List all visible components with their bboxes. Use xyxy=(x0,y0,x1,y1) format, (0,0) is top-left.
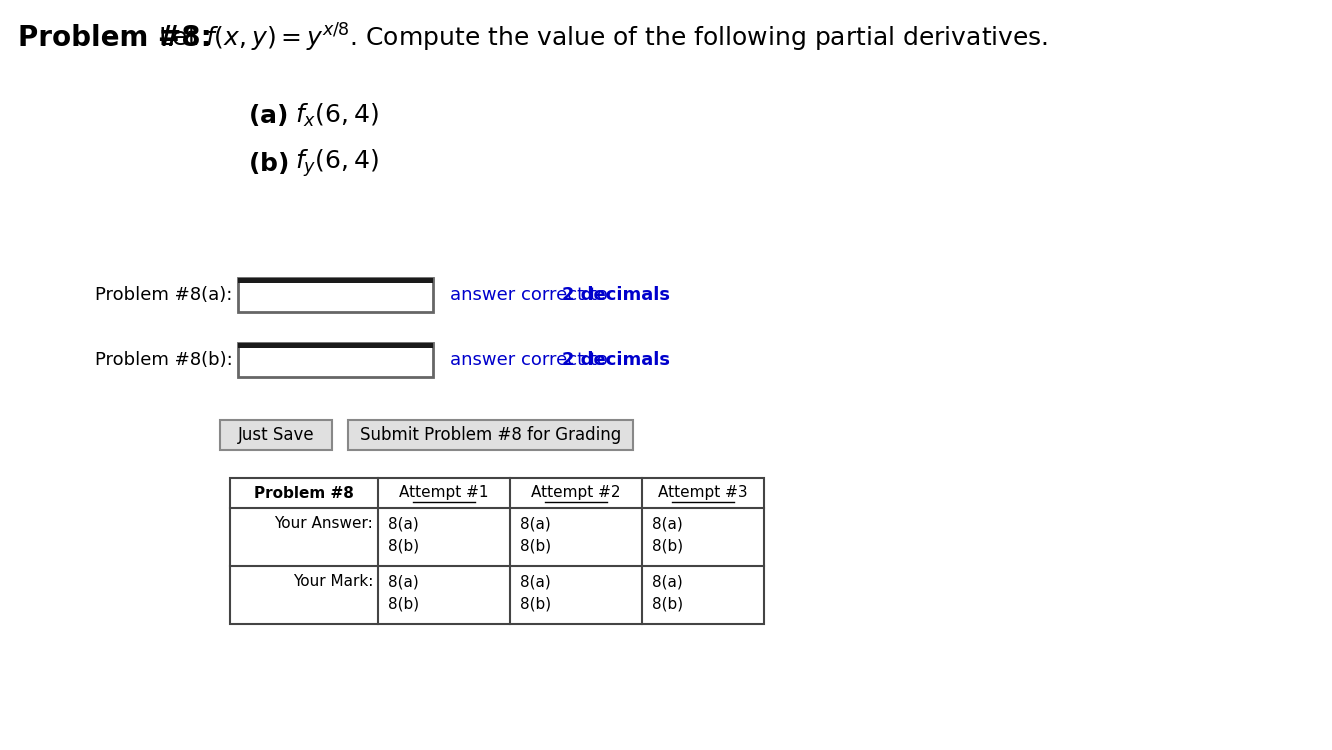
Text: 8(a): 8(a) xyxy=(519,574,550,590)
FancyBboxPatch shape xyxy=(348,420,633,450)
FancyBboxPatch shape xyxy=(238,343,433,348)
Text: Your Mark:: Your Mark: xyxy=(293,574,373,590)
Text: Attempt #3: Attempt #3 xyxy=(658,485,747,500)
Text: Your Answer:: Your Answer: xyxy=(274,517,373,532)
Text: 8(a): 8(a) xyxy=(519,517,550,532)
Text: Problem #8: Problem #8 xyxy=(254,485,354,500)
Text: 8(b): 8(b) xyxy=(651,596,683,611)
Text: 8(b): 8(b) xyxy=(519,538,551,554)
Text: Just Save: Just Save xyxy=(237,426,314,444)
FancyBboxPatch shape xyxy=(230,478,765,624)
Text: Problem #8(a):: Problem #8(a): xyxy=(95,286,232,304)
Text: 8(b): 8(b) xyxy=(519,596,551,611)
Text: answer correct to: answer correct to xyxy=(450,351,614,369)
Text: 8(a): 8(a) xyxy=(388,517,418,532)
Text: 8(a): 8(a) xyxy=(651,517,683,532)
Text: 2 decimals: 2 decimals xyxy=(562,286,670,304)
Text: answer correct to: answer correct to xyxy=(450,286,614,304)
Text: $f_x(6,4)$: $f_x(6,4)$ xyxy=(294,101,378,128)
FancyBboxPatch shape xyxy=(238,343,433,377)
Text: Problem #8:: Problem #8: xyxy=(19,24,212,52)
Text: Let $f(x, y) = y^{x/8}$. Compute the value of the following partial derivatives.: Let $f(x, y) = y^{x/8}$. Compute the val… xyxy=(159,22,1048,54)
Text: $f_y(6,4)$: $f_y(6,4)$ xyxy=(294,147,378,178)
Text: Attempt #2: Attempt #2 xyxy=(531,485,621,500)
Text: 8(b): 8(b) xyxy=(388,596,420,611)
FancyBboxPatch shape xyxy=(238,278,433,312)
Text: $\mathbf{(b)}$: $\mathbf{(b)}$ xyxy=(248,150,289,176)
Text: 2 decimals: 2 decimals xyxy=(562,351,670,369)
Text: 8(b): 8(b) xyxy=(651,538,683,554)
Text: 8(a): 8(a) xyxy=(651,574,683,590)
Text: 8(a): 8(a) xyxy=(388,574,418,590)
Text: Submit Problem #8 for Grading: Submit Problem #8 for Grading xyxy=(360,426,621,444)
Text: Attempt #1: Attempt #1 xyxy=(400,485,489,500)
FancyBboxPatch shape xyxy=(220,420,332,450)
Text: Problem #8(b):: Problem #8(b): xyxy=(95,351,233,369)
Text: 8(b): 8(b) xyxy=(388,538,420,554)
FancyBboxPatch shape xyxy=(238,278,433,283)
Text: $\mathbf{(a)}$: $\mathbf{(a)}$ xyxy=(248,102,288,128)
